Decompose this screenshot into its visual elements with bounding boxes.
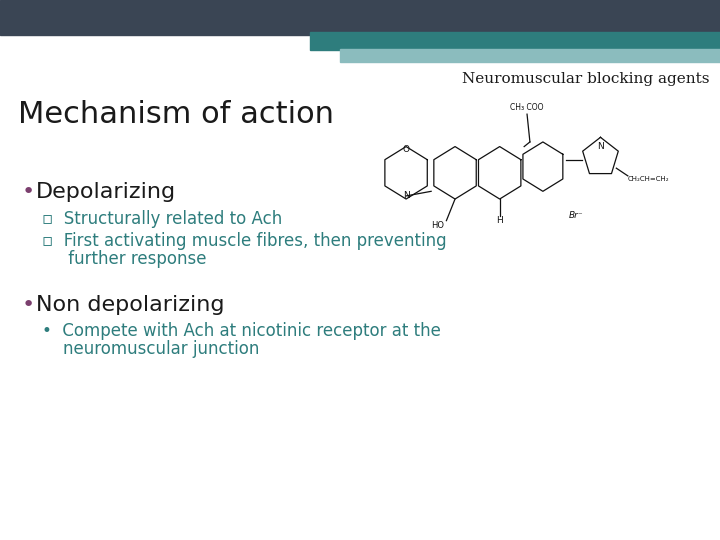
Bar — [0, 0, 720, 35]
Text: N: N — [402, 192, 410, 200]
Text: neuromuscular junction: neuromuscular junction — [42, 340, 259, 358]
Text: Depolarizing: Depolarizing — [36, 182, 176, 202]
Bar — [310, 32, 720, 50]
Text: H: H — [496, 216, 503, 225]
Text: further response: further response — [42, 250, 207, 268]
Text: N: N — [597, 142, 604, 151]
Text: CH₃ COO: CH₃ COO — [510, 104, 544, 112]
Text: Br⁻: Br⁻ — [569, 212, 583, 220]
Text: Mechanism of action: Mechanism of action — [18, 100, 334, 129]
Text: •: • — [22, 182, 35, 202]
Bar — [340, 49, 720, 62]
Text: O: O — [402, 145, 410, 154]
Text: HO: HO — [431, 221, 444, 230]
Text: CH₂CH=CH₂: CH₂CH=CH₂ — [628, 176, 670, 182]
Text: •  Compete with Ach at nicotinic receptor at the: • Compete with Ach at nicotinic receptor… — [42, 322, 441, 340]
Text: •: • — [22, 295, 35, 315]
Text: Neuromuscular blocking agents: Neuromuscular blocking agents — [462, 72, 710, 86]
Text: ▫  Structurally related to Ach: ▫ Structurally related to Ach — [42, 210, 282, 228]
Text: Non depolarizing: Non depolarizing — [36, 295, 225, 315]
Text: ▫  First activating muscle fibres, then preventing: ▫ First activating muscle fibres, then p… — [42, 232, 446, 250]
